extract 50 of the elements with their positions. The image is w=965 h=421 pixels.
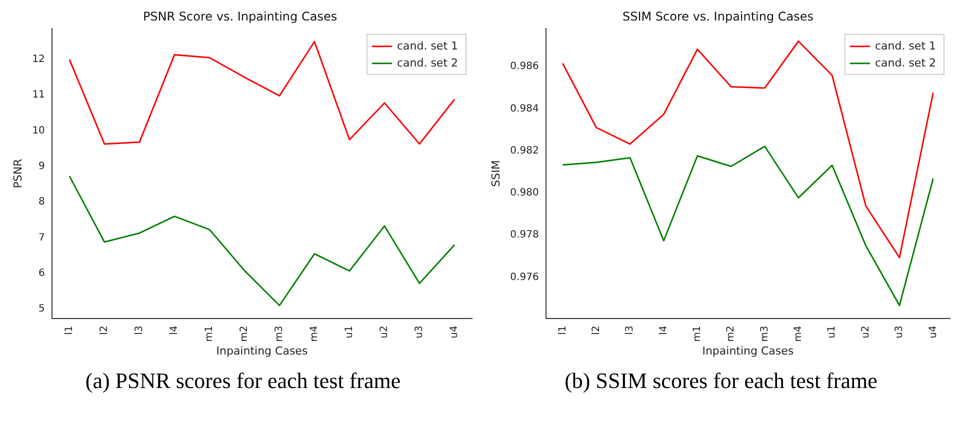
- y-axis-title: PSNR: [11, 158, 24, 188]
- x-tick-label: m1: [204, 326, 216, 342]
- x-tick-label: m3: [759, 326, 770, 342]
- x-tick-label: u2: [379, 326, 390, 338]
- y-tick-label: 0.984: [510, 103, 539, 114]
- x-tick-label: l2: [99, 326, 110, 335]
- legend-label: cand. set 2: [396, 56, 458, 70]
- legend-label: cand. set 1: [874, 39, 936, 52]
- legend-label: cand. set 1: [396, 39, 458, 52]
- x-tick-label: m4: [793, 326, 804, 342]
- y-tick-label: 10: [32, 125, 45, 136]
- x-tick-label: l3: [624, 326, 636, 335]
- x-tick-label: u2: [860, 326, 872, 338]
- y-tick-label: 6: [38, 268, 45, 279]
- x-tick-label: l2: [590, 326, 602, 335]
- x-tick-label: u1: [826, 326, 838, 338]
- y-tick-label: 0.986: [510, 61, 539, 72]
- x-tick-label: l4: [658, 326, 670, 335]
- y-tick-label: 0.982: [510, 145, 539, 156]
- x-tick-label: u4: [449, 326, 460, 338]
- x-tick-label: l3: [134, 326, 146, 335]
- x-tick-label: m1: [692, 326, 703, 342]
- y-tick-label: 0.980: [510, 188, 539, 199]
- y-tick-label: 5: [38, 304, 45, 315]
- x-axis-title: Inpainting Cases: [216, 344, 308, 358]
- x-tick-label: u1: [344, 326, 356, 338]
- text: (a) PSNR scores for each test frame: [84, 368, 402, 394]
- y-axis-title: SSIM: [489, 160, 502, 187]
- x-tick-label: l1: [64, 326, 76, 335]
- chart-title: SSIM Score vs. Inpainting Cases: [622, 9, 814, 24]
- x-tick-label: u3: [894, 326, 906, 338]
- y-tick-label: 12: [32, 54, 45, 66]
- legend-label: cand. set 2: [874, 56, 936, 70]
- x-tick-label: u3: [414, 326, 426, 338]
- y-tick-label: 0.976: [510, 272, 539, 283]
- y-tick-label: 7: [38, 232, 45, 244]
- x-tick-label: m4: [309, 326, 320, 342]
- x-tick-label: m2: [239, 326, 250, 342]
- y-tick-label: 0.978: [510, 230, 539, 241]
- y-tick-label: 8: [38, 196, 45, 208]
- y-tick-label: 9: [38, 161, 45, 172]
- x-tick-label: m2: [726, 326, 737, 342]
- y-tick-label: 11: [32, 90, 45, 101]
- x-tick-label: u4: [928, 326, 939, 338]
- text: (b) SSIM scores for each test frame: [564, 368, 878, 394]
- x-tick-label: l4: [169, 326, 180, 335]
- chart-title: PSNR Score vs. Inpainting Cases: [142, 9, 338, 24]
- x-axis-title: Inpainting Cases: [702, 344, 794, 358]
- x-tick-label: m3: [274, 326, 286, 342]
- x-tick-label: l1: [557, 326, 568, 335]
